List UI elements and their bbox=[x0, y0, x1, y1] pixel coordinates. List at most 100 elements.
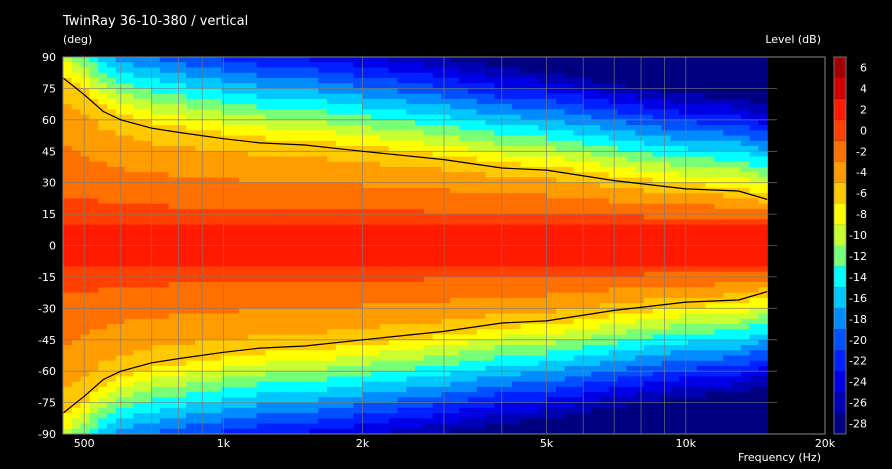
heatmap-cell bbox=[63, 386, 73, 393]
heatmap-cell bbox=[511, 339, 522, 346]
heatmap-cell bbox=[133, 187, 143, 194]
heatmap-cell bbox=[643, 72, 654, 79]
heatmap-cell bbox=[423, 350, 434, 357]
heatmap-cell bbox=[318, 62, 328, 69]
heatmap-cell bbox=[318, 303, 328, 309]
heatmap-cell bbox=[379, 308, 390, 315]
heatmap-cell bbox=[124, 392, 135, 398]
heatmap-cell bbox=[265, 187, 275, 194]
heatmap-cell bbox=[239, 308, 249, 315]
heatmap-cell bbox=[661, 376, 671, 383]
heatmap-cell bbox=[142, 77, 152, 84]
heatmap-cell bbox=[265, 266, 275, 273]
heatmap-cell bbox=[441, 208, 451, 215]
heatmap-cell bbox=[652, 156, 663, 163]
heatmap-cell bbox=[459, 187, 469, 194]
heatmap-cell bbox=[608, 418, 619, 425]
heatmap-cell bbox=[555, 161, 566, 168]
heatmap-cell bbox=[71, 271, 82, 278]
heatmap-cell bbox=[538, 193, 548, 199]
heatmap-cell bbox=[300, 119, 311, 126]
heatmap-cell bbox=[159, 156, 170, 163]
heatmap-cell bbox=[459, 67, 469, 74]
heatmap-cell bbox=[80, 334, 91, 341]
heatmap-cell bbox=[415, 187, 425, 194]
heatmap-cell bbox=[520, 324, 531, 330]
heatmap-cell bbox=[71, 392, 82, 398]
heatmap-cell bbox=[573, 324, 583, 330]
heatmap-cell bbox=[327, 397, 337, 404]
heatmap-cell bbox=[274, 402, 284, 409]
heatmap-cell bbox=[661, 313, 671, 320]
heatmap-cell bbox=[335, 271, 346, 278]
heatmap-cell bbox=[309, 355, 319, 362]
heatmap-cell bbox=[459, 245, 469, 252]
heatmap-cell bbox=[239, 344, 249, 351]
heatmap-cell bbox=[230, 428, 240, 434]
heatmap-cell bbox=[415, 203, 425, 210]
heatmap-cell bbox=[80, 245, 91, 252]
heatmap-cell bbox=[547, 392, 557, 398]
heatmap-cell bbox=[71, 151, 82, 158]
heatmap-cell bbox=[212, 397, 223, 404]
heatmap-cell bbox=[494, 77, 504, 84]
heatmap-cell bbox=[467, 381, 478, 388]
heatmap-cell bbox=[177, 187, 187, 194]
heatmap-cell bbox=[291, 93, 302, 100]
heatmap-cell bbox=[291, 297, 302, 304]
heatmap-cell bbox=[573, 418, 583, 425]
heatmap-cell bbox=[423, 381, 434, 388]
heatmap-cell bbox=[309, 208, 319, 215]
heatmap-cell bbox=[608, 182, 619, 189]
heatmap-cell bbox=[573, 229, 583, 236]
heatmap-cell bbox=[203, 235, 214, 241]
heatmap-cell bbox=[547, 182, 557, 189]
heatmap-cell bbox=[98, 214, 108, 220]
heatmap-cell bbox=[186, 329, 196, 336]
heatmap-cell bbox=[608, 287, 619, 294]
heatmap-cell bbox=[511, 229, 522, 236]
heatmap-cell bbox=[71, 360, 82, 367]
heatmap-cell bbox=[142, 407, 152, 414]
heatmap-cell bbox=[265, 261, 275, 268]
heatmap-cell bbox=[362, 235, 372, 241]
heatmap-cell bbox=[467, 224, 478, 231]
heatmap-cell bbox=[353, 371, 363, 378]
heatmap-cell bbox=[494, 229, 504, 236]
heatmap-cell bbox=[573, 334, 583, 341]
heatmap-cell bbox=[239, 276, 249, 283]
heatmap-cell bbox=[511, 125, 522, 131]
heatmap-cell bbox=[476, 371, 487, 378]
heatmap-cell bbox=[371, 72, 381, 79]
heatmap-cell bbox=[582, 255, 592, 262]
heatmap-cell bbox=[388, 57, 399, 63]
heatmap-cell bbox=[626, 119, 636, 126]
heatmap-cell bbox=[617, 98, 627, 105]
heatmap-cell bbox=[450, 187, 460, 194]
heatmap-cell bbox=[467, 83, 478, 90]
heatmap-cell bbox=[511, 177, 522, 184]
heatmap-cell bbox=[379, 235, 390, 241]
heatmap-cell bbox=[617, 365, 627, 372]
heatmap-cell bbox=[177, 407, 187, 414]
heatmap-cell bbox=[133, 381, 143, 388]
heatmap-cell bbox=[63, 156, 73, 163]
heatmap-cell bbox=[415, 413, 425, 419]
heatmap-cell bbox=[274, 161, 284, 168]
heatmap-cell bbox=[626, 235, 636, 241]
heatmap-cell bbox=[71, 104, 82, 110]
heatmap-cell bbox=[371, 187, 381, 194]
heatmap-cell bbox=[635, 303, 645, 309]
heatmap-cell bbox=[256, 386, 267, 393]
heatmap-cell bbox=[494, 407, 504, 414]
heatmap-cell bbox=[239, 161, 249, 168]
heatmap-cell bbox=[80, 130, 91, 137]
heatmap-cell bbox=[63, 88, 73, 95]
heatmap-cell bbox=[124, 156, 135, 163]
heatmap-cell bbox=[450, 276, 460, 283]
heatmap-cell bbox=[520, 376, 531, 383]
heatmap-cell bbox=[423, 187, 434, 194]
heatmap-cell bbox=[564, 229, 575, 236]
heatmap-cell bbox=[555, 151, 566, 158]
heatmap-cell bbox=[652, 229, 663, 236]
